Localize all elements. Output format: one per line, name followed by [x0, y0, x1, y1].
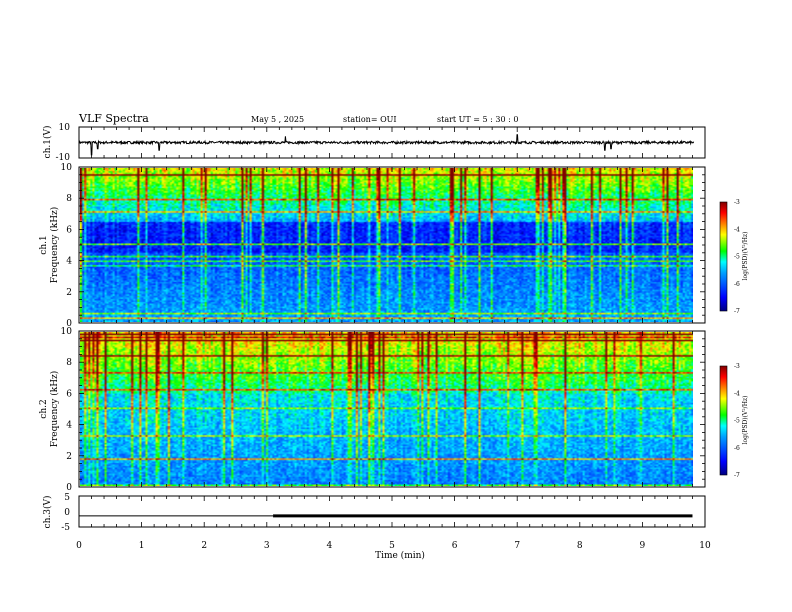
time-tick-label: 8	[577, 541, 583, 551]
ch1-waveform-trace	[78, 134, 695, 156]
ch3-waveform-ticks	[78, 496, 706, 527]
ch1-spectrogram-ylabel: Frequency (kHz)	[49, 207, 60, 284]
time-tick-label: 4	[327, 541, 333, 551]
time-axis-label: Time (min)	[375, 550, 425, 561]
colorbar-tick-label: -5	[734, 254, 740, 261]
colorbar-tick-label: -4	[734, 226, 740, 233]
ch1-colorbar-label: log(PSD)(V²/Hz)	[742, 232, 749, 281]
frequency-tick-label: 8	[66, 358, 72, 368]
ch1-waveform-ticks	[78, 127, 706, 158]
frequency-tick-label: 10	[61, 327, 73, 337]
ch2-spectrogram-ytick-labels: 0 2 4 6 8 10	[61, 327, 73, 493]
frequency-tick-label: 10	[61, 163, 73, 173]
ch1-ytick-bottom: -10	[56, 153, 71, 163]
ch1-ytick-top: 10	[59, 123, 71, 133]
time-tick-label: 1	[139, 541, 145, 551]
ch2-spectrogram-ylabel-channel: ch.2	[39, 399, 49, 418]
ch3-waveform-panel: 5 0 -5 ch.3(V)	[42, 493, 706, 533]
frequency-tick-label: 4	[66, 257, 72, 267]
ch2-colorbar-label: log(PSD)(V²/Hz)	[742, 396, 749, 445]
ch1-spectrogram-ytick-labels: 0 2 4 6 8 10	[61, 163, 73, 329]
frequency-tick-label: 0	[66, 483, 72, 493]
ch3-ytick-bottom: -5	[61, 523, 70, 533]
colorbar-tick-label: -3	[734, 363, 740, 370]
colorbar-tick-label: -7	[734, 308, 740, 315]
time-tick-label: 3	[264, 541, 270, 551]
frequency-tick-label: 2	[66, 452, 72, 462]
time-tick-label: 5	[389, 541, 395, 551]
frequency-tick-label: 6	[66, 389, 72, 399]
time-tick-label: 2	[201, 541, 207, 551]
station-label: station= OUI	[343, 115, 397, 124]
ch2-colorbar	[719, 365, 728, 476]
ch3-waveform-ylabel: ch.3(V)	[42, 496, 53, 529]
ch3-ytick-top: 5	[64, 493, 70, 503]
ch2-spectrogram-ylabel: Frequency (kHz)	[49, 371, 60, 448]
frequency-tick-label: 2	[66, 288, 72, 298]
time-tick-label: 10	[699, 541, 711, 551]
ch2-spectrogram-ticks	[78, 330, 706, 488]
time-tick-label: 0	[76, 541, 82, 551]
frequency-tick-label: 0	[66, 319, 72, 329]
frequency-tick-label: 8	[66, 194, 72, 204]
time-axis-tick-labels: 0 1 2 3 4 5 6 7 8 9 10	[76, 541, 711, 551]
colorbar-tick-label: -6	[734, 445, 740, 452]
ch3-ytick-mid: 0	[64, 508, 70, 518]
time-tick-label: 6	[452, 541, 458, 551]
colorbar-tick-label: -3	[734, 199, 740, 206]
time-tick-label: 7	[514, 541, 520, 551]
ch1-waveform-panel: 10 -10 ch.1(V)	[42, 123, 706, 163]
colorbar-tick-label: -4	[734, 390, 740, 397]
ch1-spectrogram-image	[80, 168, 693, 322]
ch1-colorbar	[719, 201, 728, 312]
ch1-waveform-ylabel: ch.1(V)	[42, 126, 53, 159]
colorbar-tick-label: -5	[734, 418, 740, 425]
colorbar-tick-label: -6	[734, 281, 740, 288]
figure-title: VLF Spectra	[79, 112, 149, 125]
ch2-colorbar-labels: -3 -4 -5 -6 -7	[734, 363, 740, 479]
start-time-label: start UT = 5 : 30 : 0	[437, 115, 519, 124]
ch1-spectrogram-ticks	[78, 166, 706, 324]
frequency-tick-label: 6	[66, 225, 72, 235]
ch2-spectrogram-image	[80, 332, 693, 486]
colorbar-tick-label: -7	[734, 472, 740, 479]
ch1-spectrogram-ylabel-channel: ch.1	[39, 235, 49, 254]
ch1-colorbar-labels: -3 -4 -5 -6 -7	[734, 199, 740, 315]
date-label: May 5 , 2025	[251, 115, 305, 124]
frequency-tick-label: 4	[66, 421, 72, 431]
time-tick-label: 9	[640, 541, 646, 551]
